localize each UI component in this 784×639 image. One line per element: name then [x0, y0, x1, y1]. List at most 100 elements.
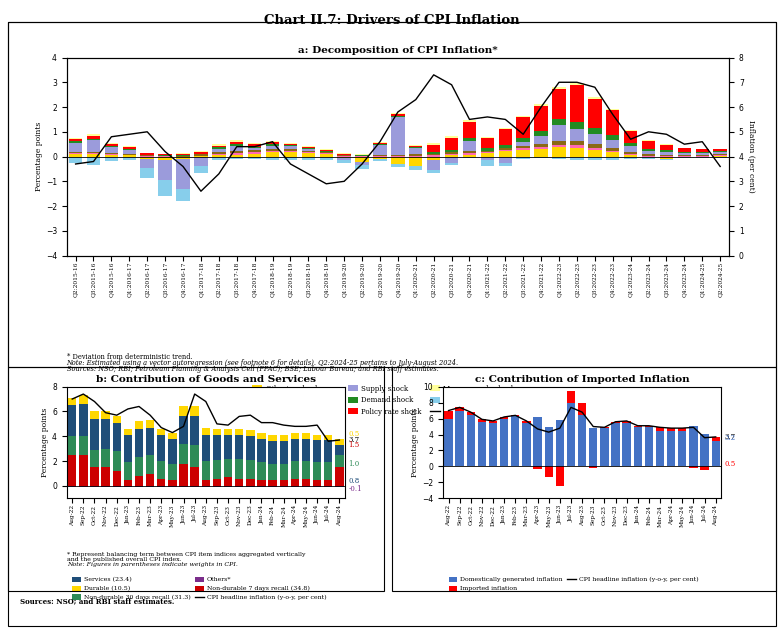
Bar	[135, 429, 143, 458]
Bar	[235, 435, 243, 459]
Bar	[320, 152, 333, 153]
Title: a: Decomposition of CPI Inflation*: a: Decomposition of CPI Inflation*	[298, 47, 498, 56]
Bar	[713, 151, 727, 152]
Bar	[481, 138, 494, 148]
Bar	[69, 139, 82, 141]
Bar	[677, 155, 691, 156]
Bar	[445, 411, 452, 419]
Bar	[302, 479, 310, 486]
Bar	[302, 149, 315, 151]
Bar	[68, 455, 76, 486]
Bar	[248, 157, 261, 158]
Bar	[535, 147, 548, 149]
Bar	[280, 435, 288, 442]
Bar	[336, 445, 343, 455]
Bar	[463, 155, 476, 157]
Bar	[409, 145, 423, 146]
Bar	[535, 104, 548, 106]
Bar	[122, 154, 136, 155]
Bar	[87, 141, 100, 151]
Bar	[157, 435, 165, 461]
Bar	[481, 160, 494, 167]
Bar	[158, 180, 172, 196]
Bar	[101, 419, 110, 449]
Bar	[230, 151, 244, 153]
Bar	[257, 463, 266, 480]
Bar	[570, 141, 583, 146]
Bar	[324, 463, 332, 480]
Bar	[409, 148, 423, 155]
Bar	[87, 153, 100, 157]
Bar	[624, 131, 637, 143]
Bar	[700, 434, 709, 466]
Bar	[612, 422, 619, 423]
Bar	[194, 157, 208, 167]
Bar	[176, 155, 190, 157]
Bar	[291, 479, 299, 486]
Text: and the published overall CPI index.: and the published overall CPI index.	[67, 557, 181, 562]
Bar	[69, 138, 82, 139]
Bar	[656, 431, 664, 466]
Bar	[336, 486, 343, 487]
Bar	[235, 479, 243, 486]
Bar	[140, 158, 154, 169]
Bar	[570, 85, 583, 122]
Bar	[427, 143, 441, 144]
Bar	[606, 151, 619, 152]
Bar	[391, 118, 405, 155]
Bar	[284, 151, 297, 152]
Bar	[633, 427, 642, 466]
Bar	[194, 153, 208, 155]
Bar	[212, 148, 226, 149]
Bar	[266, 146, 279, 150]
Bar	[427, 153, 441, 155]
Bar	[642, 151, 655, 155]
Y-axis label: Inflation (per cent): Inflation (per cent)	[747, 120, 755, 193]
Bar	[268, 435, 277, 442]
Bar	[248, 150, 261, 151]
Text: 0.5: 0.5	[724, 461, 736, 468]
Bar	[481, 152, 494, 153]
Bar	[677, 157, 691, 158]
Bar	[230, 155, 244, 157]
Bar	[87, 134, 100, 136]
Bar	[695, 149, 709, 152]
Text: 0.8: 0.8	[348, 477, 360, 485]
Bar	[660, 145, 673, 150]
Bar	[284, 152, 297, 157]
Bar	[291, 461, 299, 479]
Bar	[373, 142, 387, 143]
Bar	[224, 435, 232, 459]
Bar	[284, 150, 297, 151]
Bar	[606, 111, 619, 135]
Bar	[113, 417, 121, 422]
Bar	[122, 155, 136, 157]
Bar	[545, 466, 553, 477]
Bar	[445, 150, 459, 152]
Bar	[105, 144, 118, 146]
Bar	[266, 141, 279, 142]
Bar	[644, 426, 653, 427]
Bar	[567, 391, 575, 403]
Bar	[266, 157, 279, 160]
Bar	[124, 480, 132, 486]
Bar	[248, 147, 261, 148]
Bar	[87, 151, 100, 153]
Bar	[656, 427, 664, 431]
Bar	[146, 455, 154, 473]
Bar	[280, 442, 288, 464]
Bar	[552, 87, 566, 89]
Bar	[291, 433, 299, 439]
Bar	[463, 139, 476, 141]
Bar	[180, 417, 187, 443]
Bar	[69, 152, 82, 153]
Bar	[90, 419, 99, 450]
Bar	[69, 157, 82, 163]
Text: 1.0: 1.0	[348, 459, 360, 468]
Bar	[445, 138, 459, 150]
Bar	[105, 157, 118, 161]
Bar	[522, 421, 531, 422]
Bar	[601, 428, 608, 466]
Bar	[68, 436, 76, 455]
Bar	[337, 157, 351, 158]
